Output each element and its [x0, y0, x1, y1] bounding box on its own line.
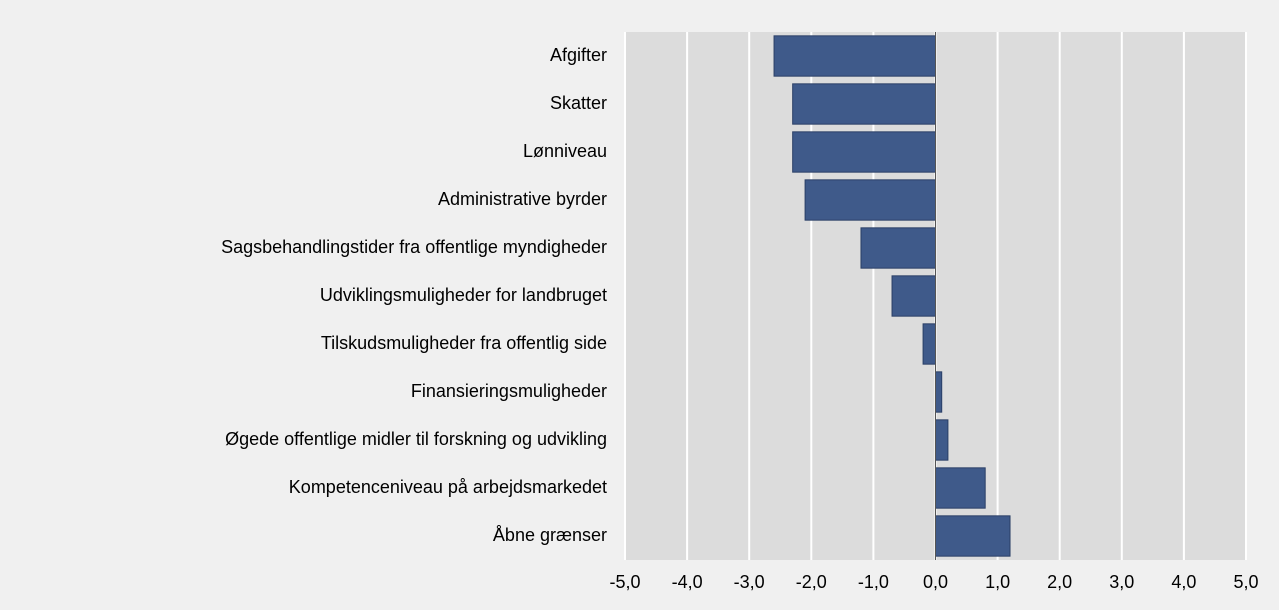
x-tick-label: -4,0 [672, 572, 703, 592]
y-tick-label: Administrative byrder [438, 189, 607, 209]
bar [935, 371, 943, 413]
y-tick-label: Afgifter [550, 45, 607, 65]
x-tick-label: 5,0 [1233, 572, 1258, 592]
y-tick-label: Kompetenceniveau på arbejdsmarkedet [289, 477, 607, 497]
x-tick-label: 3,0 [1109, 572, 1134, 592]
bar [935, 515, 1011, 557]
y-tick-label: Tilskudsmuligheder fra offentlig side [321, 333, 607, 353]
x-tick-label: 2,0 [1047, 572, 1072, 592]
y-tick-label: Skatter [550, 93, 607, 113]
y-tick-label: Sagsbehandlingstider fra offentlige mynd… [221, 237, 607, 257]
bar [792, 131, 936, 173]
y-tick-label: Lønniveau [523, 141, 607, 161]
x-tick-label: -1,0 [858, 572, 889, 592]
y-tick-label: Øgede offentlige midler til forskning og… [225, 429, 607, 449]
bar [891, 275, 937, 317]
bar [935, 419, 949, 461]
bar [804, 179, 937, 221]
bar [792, 83, 936, 125]
bar [860, 227, 936, 269]
x-tick-label: 4,0 [1171, 572, 1196, 592]
x-tick-label: -3,0 [734, 572, 765, 592]
bar [935, 467, 986, 509]
x-tick-label: -2,0 [796, 572, 827, 592]
y-tick-label: Åbne grænser [493, 525, 607, 545]
x-tick-label: 0,0 [923, 572, 948, 592]
y-tick-label: Udviklingsmuligheder for landbruget [320, 285, 607, 305]
bar [773, 35, 936, 77]
bar [922, 323, 937, 365]
x-tick-label: -5,0 [609, 572, 640, 592]
y-tick-label: Finansieringsmuligheder [411, 381, 607, 401]
x-tick-label: 1,0 [985, 572, 1010, 592]
